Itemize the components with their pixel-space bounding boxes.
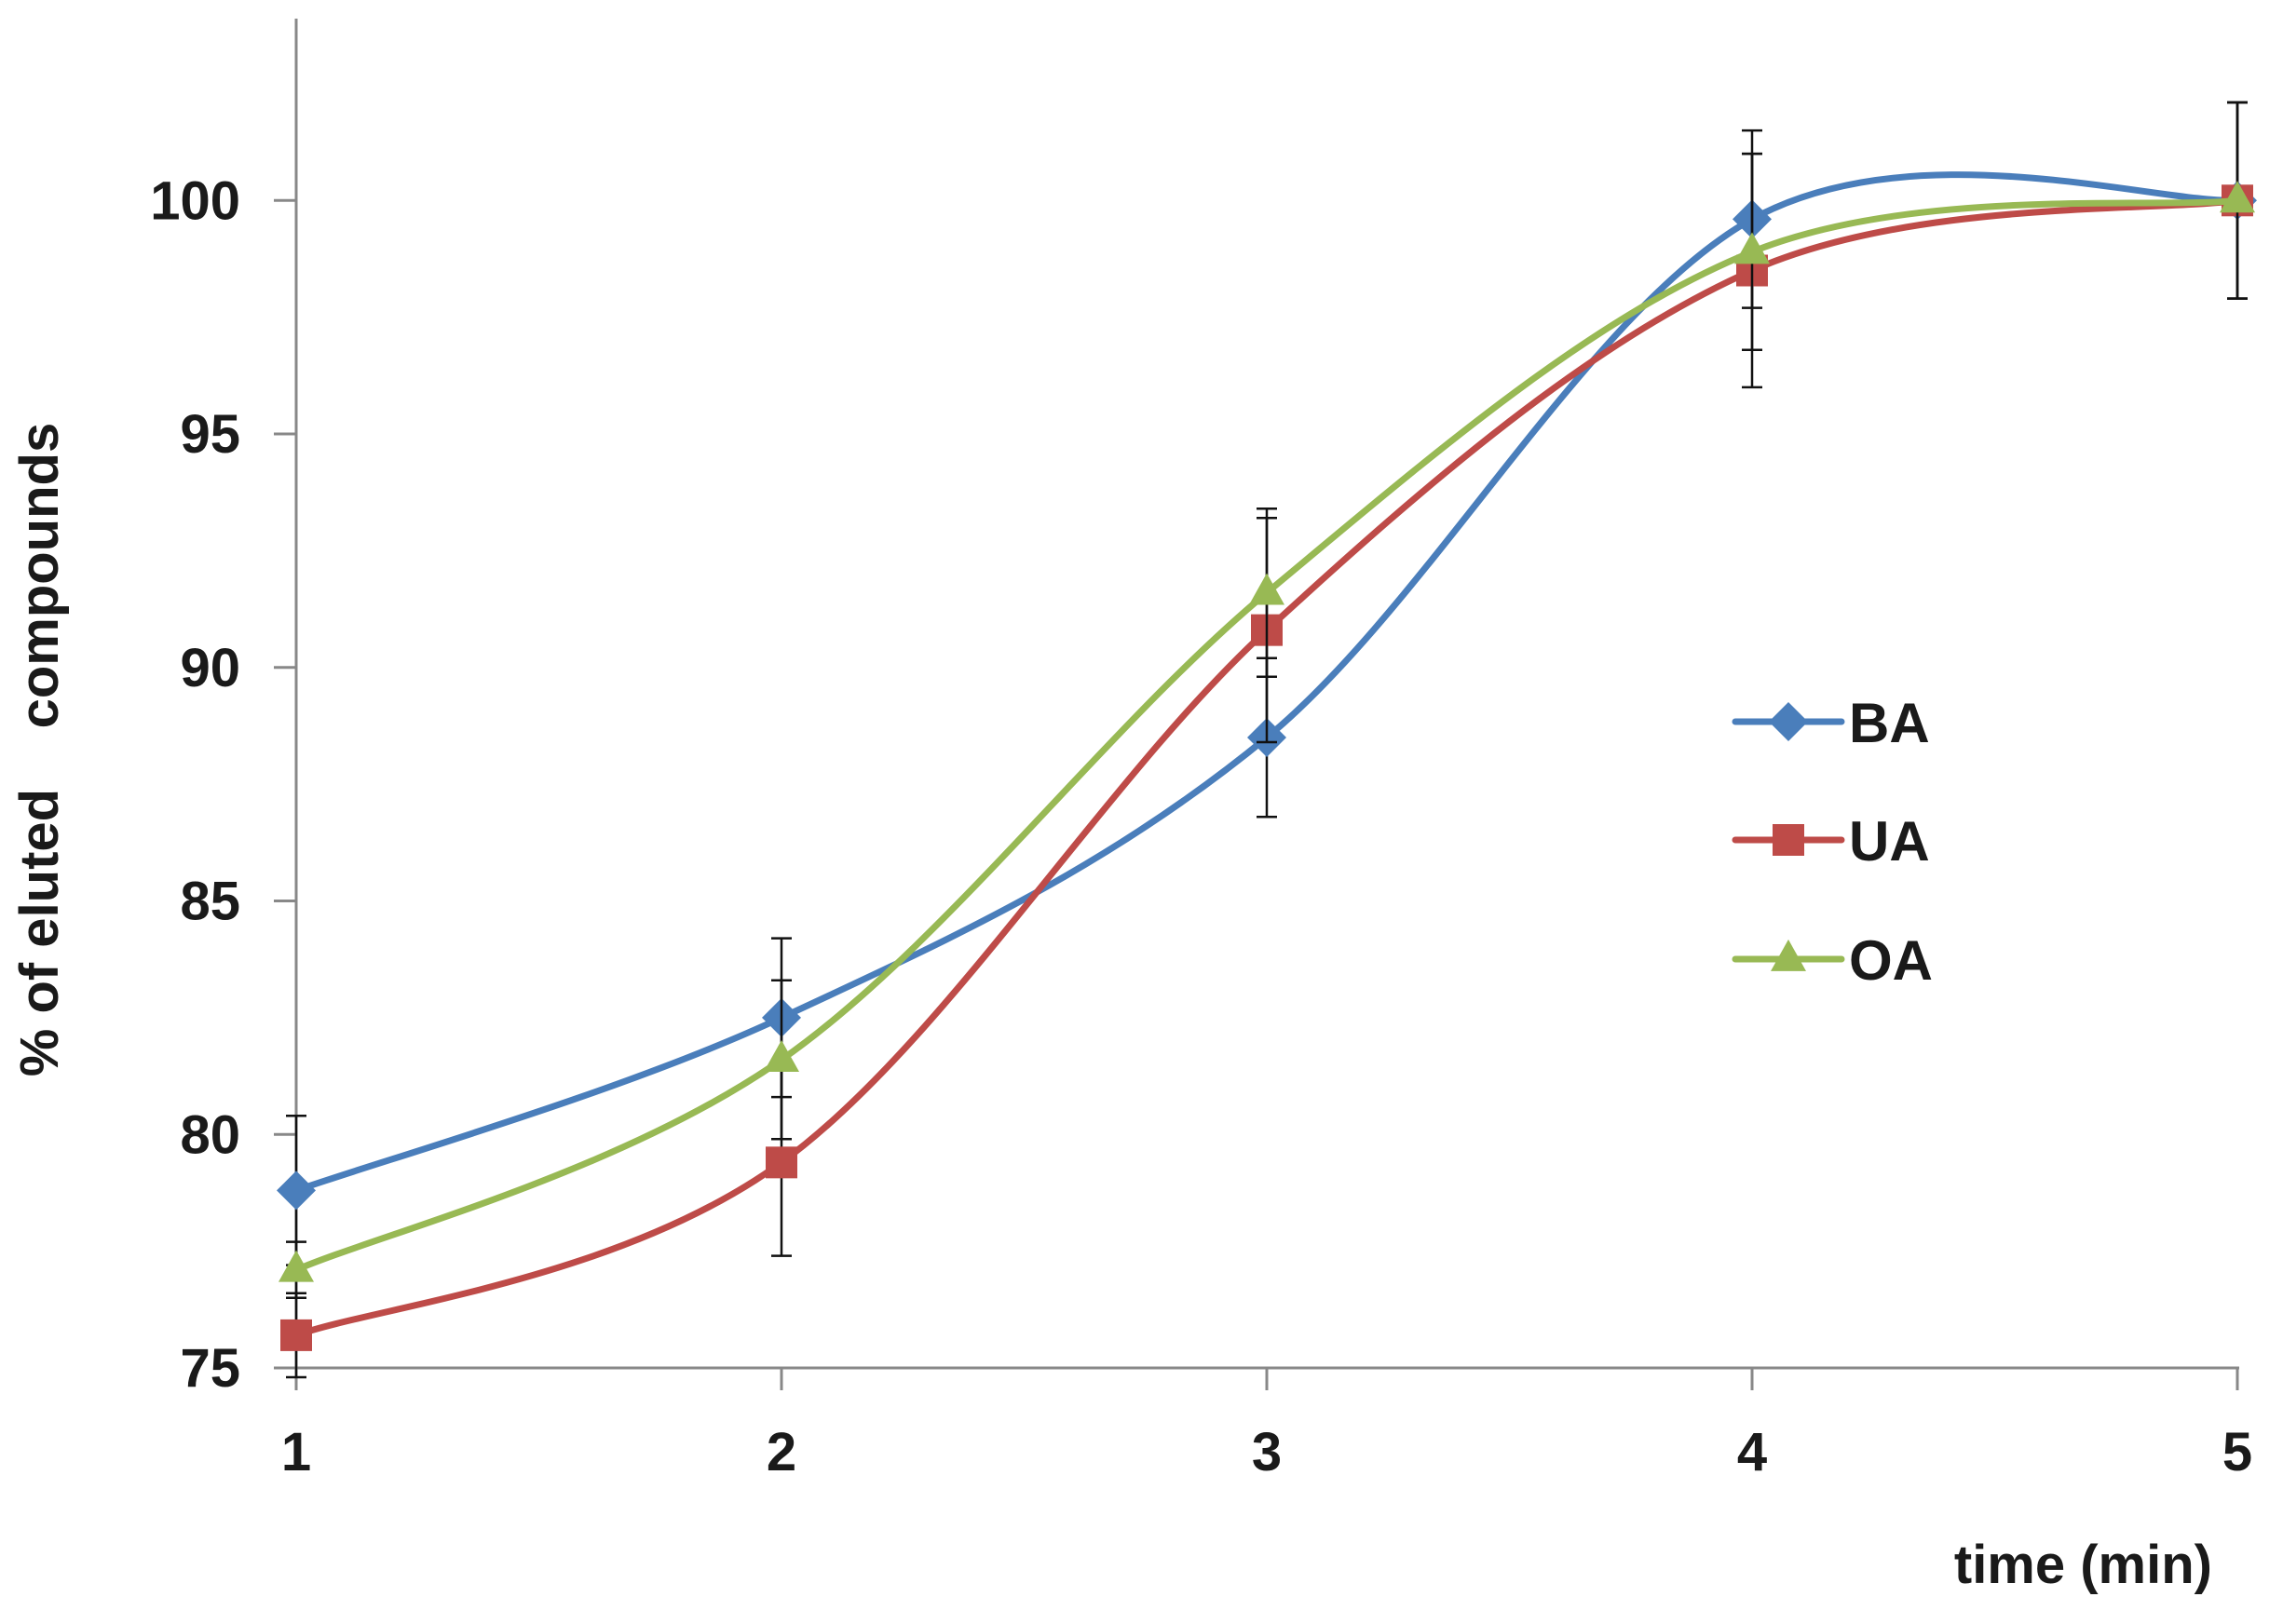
data-point-oa: [1249, 573, 1284, 605]
legend: BA UA OA: [1732, 692, 1933, 992]
legend-marker-oa: [1771, 939, 1806, 971]
y-tick-label: 100: [150, 170, 240, 231]
axes: 75 80 85 90 95 100 1 2 3 4 5: [150, 19, 2252, 1482]
data-point-oa: [2220, 181, 2255, 213]
y-tick-label: 85: [180, 872, 240, 932]
legend-item-ua: UA: [1732, 810, 1930, 873]
series-oa: [279, 101, 2255, 1300]
legend-marker-ba: [1769, 702, 1808, 741]
data-point-ba: [277, 1171, 316, 1211]
x-tick-label: 3: [1252, 1422, 1282, 1482]
data-point-oa: [279, 1250, 314, 1282]
x-tick-label: 5: [2222, 1422, 2252, 1482]
x-tick-label: 2: [767, 1422, 796, 1482]
y-tick-label: 95: [180, 404, 240, 465]
y-axis-label: % of eluted compounds: [9, 423, 70, 1076]
y-tick-label: 75: [180, 1338, 240, 1399]
legend-item-ba: BA: [1732, 692, 1930, 754]
x-tick-label: 4: [1737, 1422, 1767, 1482]
data-point-ua: [280, 1319, 312, 1351]
data-point-oa: [1734, 232, 1770, 264]
series-ua: [280, 101, 2253, 1379]
legend-label-oa: OA: [1849, 929, 1933, 992]
series-line-ba: [292, 171, 2241, 1194]
data-point-oa: [764, 1039, 799, 1072]
legend-item-oa: OA: [1732, 929, 1933, 992]
x-tick-label: 1: [281, 1422, 311, 1482]
data-point-ua: [766, 1146, 797, 1179]
legend-label-ba: BA: [1849, 692, 1930, 754]
series-layer: [277, 101, 2257, 1379]
error-bars-ua: [286, 101, 2248, 1379]
x-axis-label: time (min): [1954, 1535, 2212, 1595]
y-tick-label: 80: [180, 1104, 240, 1165]
legend-label-ua: UA: [1849, 810, 1930, 873]
y-tick-label: 90: [180, 638, 240, 698]
legend-marker-ua: [1773, 824, 1804, 856]
